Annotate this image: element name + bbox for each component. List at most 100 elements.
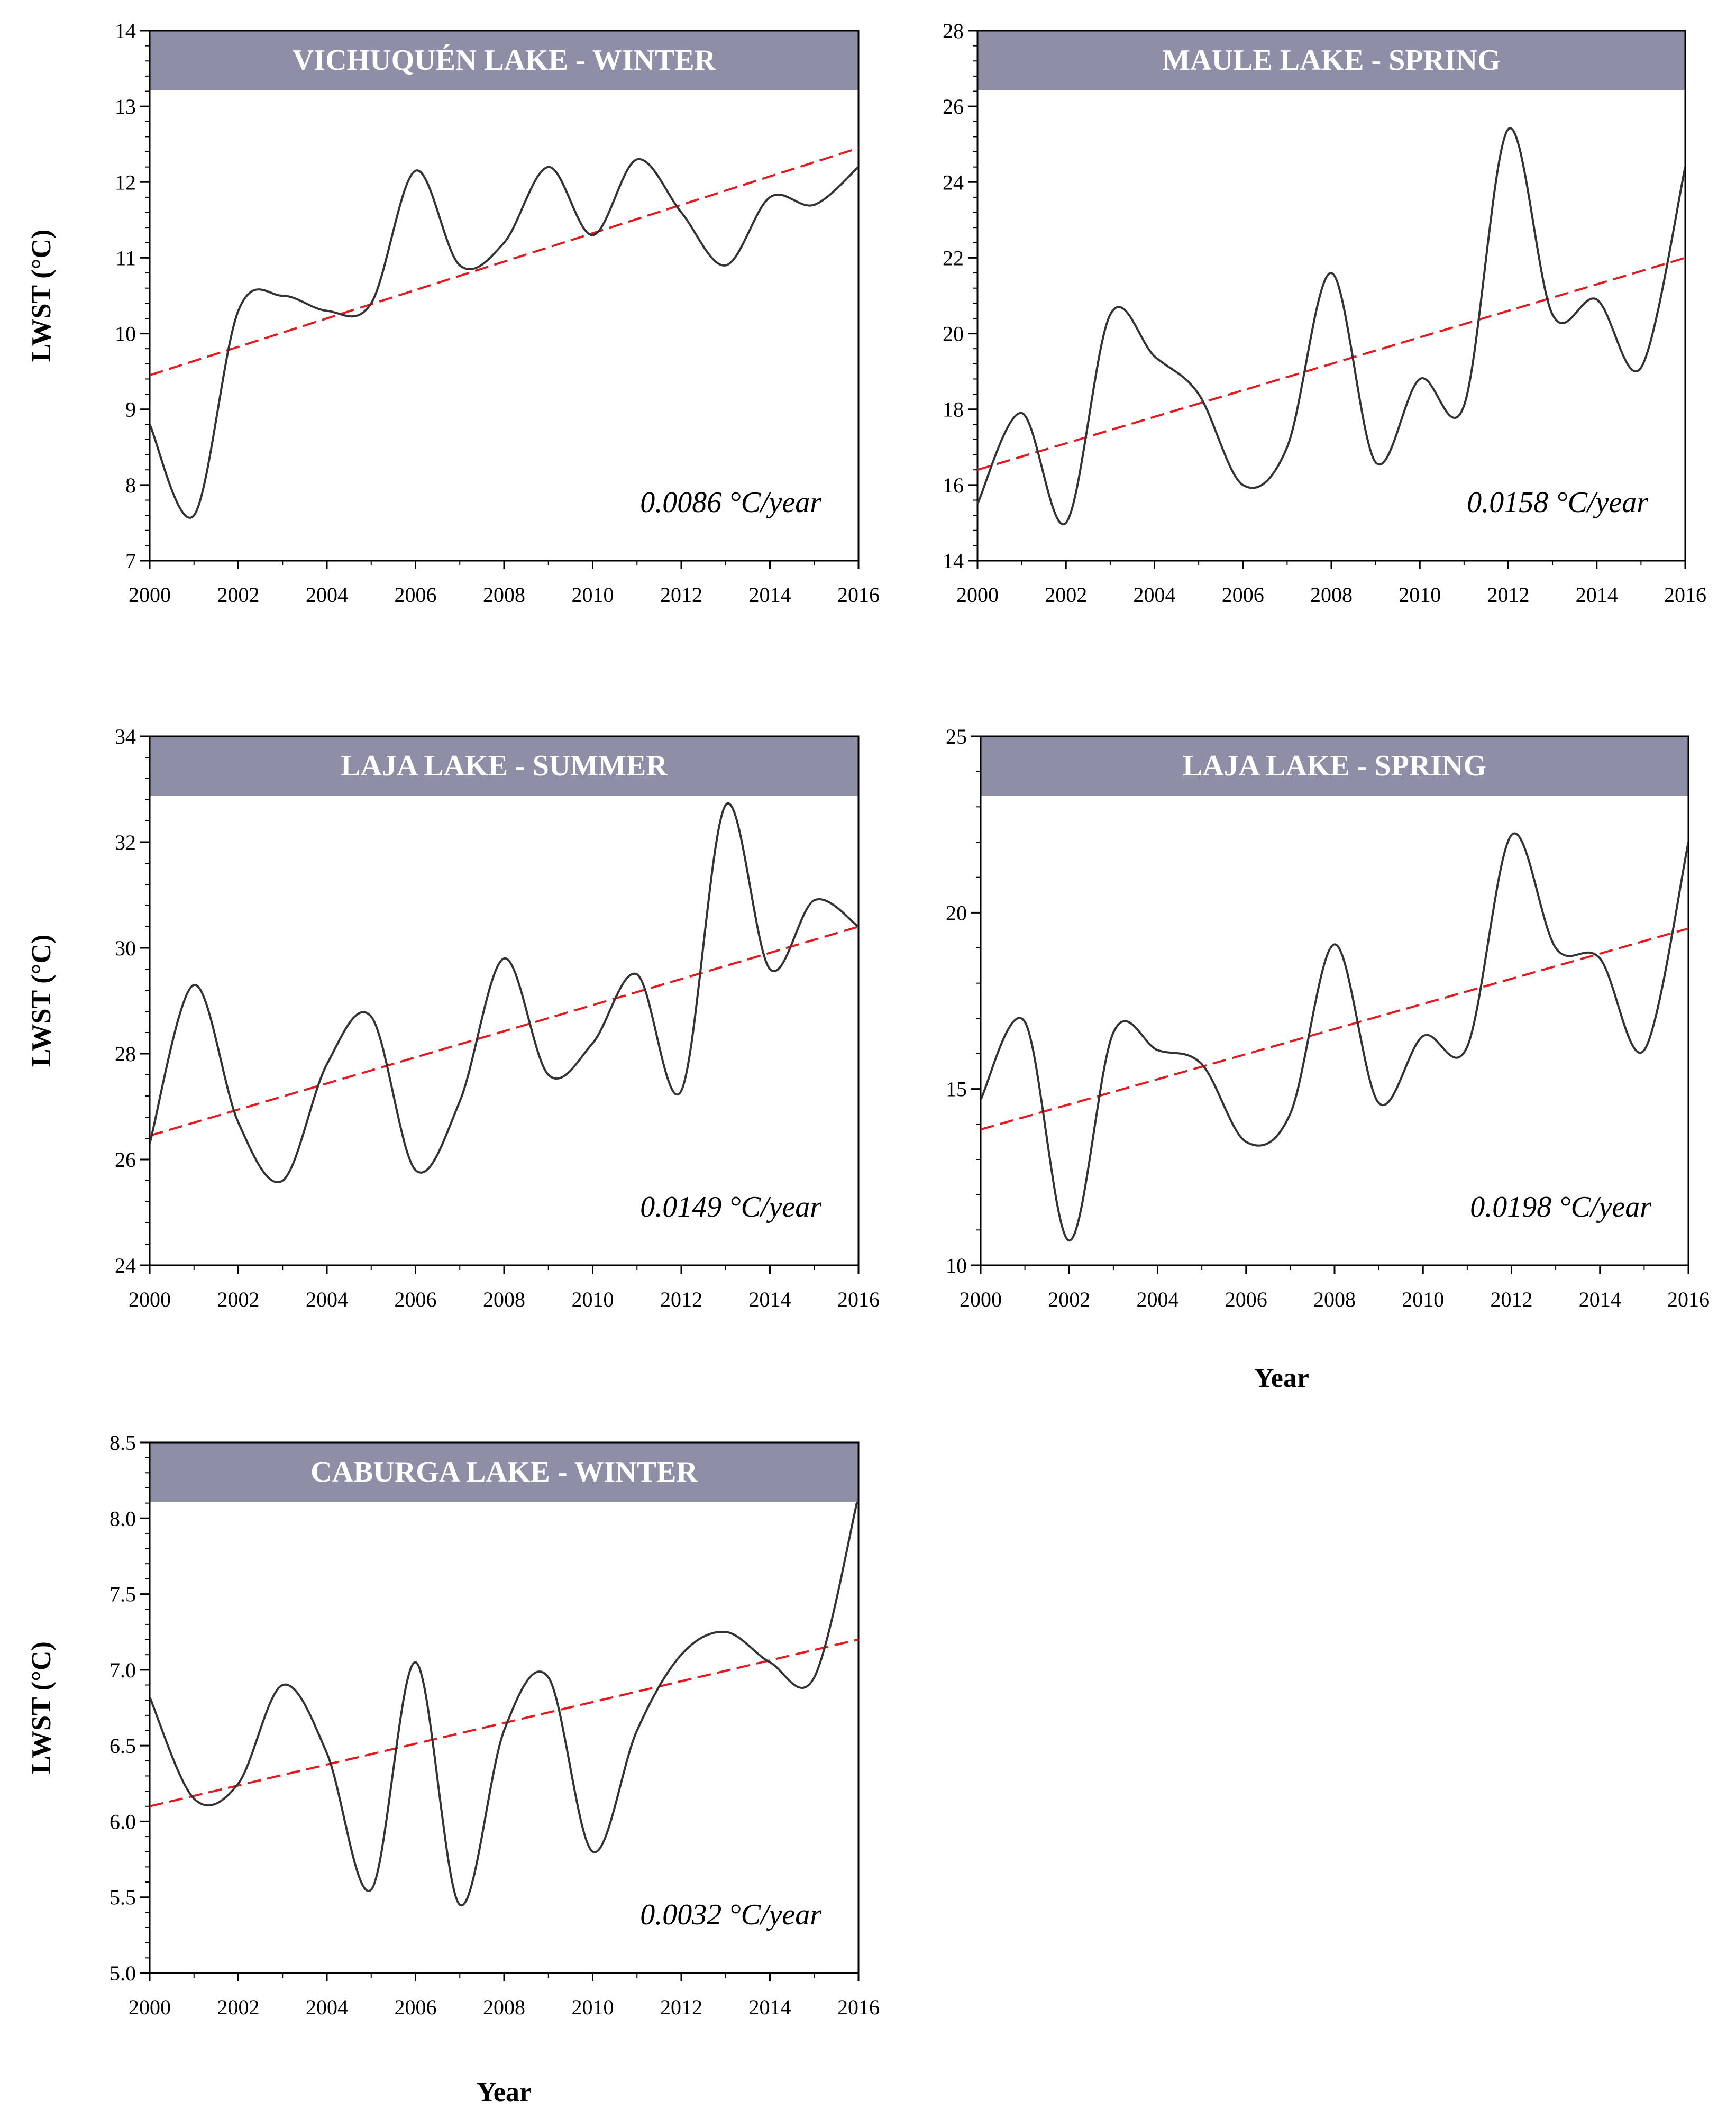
trend-rate-annotation: 0.0032 °C/year xyxy=(640,1898,821,1931)
x-tick-label: 2006 xyxy=(1225,1287,1267,1311)
x-tick-label: 2016 xyxy=(1667,1287,1710,1311)
x-tick-label: 2010 xyxy=(572,1995,614,2019)
x-tick-label: 2016 xyxy=(837,1287,880,1311)
x-tick-label: 2014 xyxy=(1576,583,1618,607)
x-tick-label: 2012 xyxy=(1487,583,1530,607)
x-tick-label: 2004 xyxy=(1134,583,1176,607)
series-line xyxy=(150,802,858,1183)
plot-frame xyxy=(149,1441,860,1974)
x-axis-title: Year xyxy=(477,2077,532,2107)
y-tick-label: 7 xyxy=(125,549,136,573)
x-tick-label: 2006 xyxy=(395,1995,437,2019)
y-tick-label: 32 xyxy=(115,830,136,854)
y-tick-label: 5.0 xyxy=(109,1961,136,1985)
x-tick-label: 2012 xyxy=(660,1287,702,1311)
trend-line xyxy=(977,257,1685,471)
series-line xyxy=(977,127,1685,526)
y-tick-label: 10 xyxy=(946,1254,967,1277)
chart-panel-5: CABURGA LAKE - WINTER 5.0 5.5 6.0 6.5 7.0 7.5 8… xyxy=(26,1431,880,2107)
x-tick-label: 2014 xyxy=(749,1287,791,1311)
y-tick-label: 15 xyxy=(946,1077,967,1101)
y-tick-label: 20 xyxy=(946,901,967,925)
panel-title: LAJA LAKE - SPRING xyxy=(1183,750,1486,782)
x-tick-label: 2010 xyxy=(1402,1287,1444,1311)
panel-title: CABURGA LAKE - WINTER xyxy=(310,1456,698,1488)
y-tick-label: 28 xyxy=(115,1042,136,1066)
y-tick-label: 11 xyxy=(115,246,136,270)
trend-line xyxy=(150,1638,858,1807)
y-tick-label: 10 xyxy=(115,322,136,346)
y-tick-label: 8.0 xyxy=(109,1506,136,1530)
y-tick-label: 28 xyxy=(943,19,964,43)
x-tick-label: 2002 xyxy=(217,1287,260,1311)
x-tick-label: 2008 xyxy=(483,1287,525,1311)
x-tick-label: 2014 xyxy=(1579,1287,1621,1311)
x-tick-label: 2016 xyxy=(1664,583,1706,607)
x-tick-label: 2006 xyxy=(1222,583,1264,607)
x-tick-label: 2002 xyxy=(217,583,260,607)
y-tick-label: 20 xyxy=(943,322,964,346)
y-tick-label: 24 xyxy=(943,170,964,194)
y-tick-label: 13 xyxy=(115,95,136,118)
x-tick-label: 2014 xyxy=(749,583,791,607)
x-tick-label: 2004 xyxy=(1137,1287,1179,1311)
chart-panel-3: LAJA LAKE - SUMMER 24 26 28 30 32 34 2000 2002 20… xyxy=(26,725,880,1311)
y-axis-title: LWST (°C) xyxy=(26,230,57,362)
y-axis-title: LWST (°C) xyxy=(26,1641,57,1774)
series-line xyxy=(150,158,858,519)
x-tick-label: 2014 xyxy=(749,1995,791,2019)
x-tick-label: 2006 xyxy=(395,583,437,607)
panel-title-band xyxy=(981,736,1688,796)
x-tick-label: 2012 xyxy=(660,1995,702,2019)
chart-panel-2: MAULE LAKE - SPRING 14 16 18 20 22 24 26 28 2000 2… xyxy=(943,19,1706,607)
x-tick-label: 2004 xyxy=(306,583,348,607)
y-tick-label: 8 xyxy=(125,473,136,497)
trend-rate-annotation: 0.0149 °C/year xyxy=(640,1191,821,1223)
x-tick-label: 2008 xyxy=(483,583,525,607)
x-tick-label: 2000 xyxy=(956,583,999,607)
x-axis-title: Year xyxy=(1254,1363,1309,1393)
y-tick-label: 5.5 xyxy=(109,1886,136,1910)
y-tick-label: 16 xyxy=(943,473,964,497)
y-tick-label: 24 xyxy=(115,1254,136,1277)
y-tick-label: 14 xyxy=(943,549,964,573)
y-tick-label: 7.0 xyxy=(109,1658,136,1682)
x-tick-label: 2006 xyxy=(395,1287,437,1311)
trend-rate-annotation: 0.0086 °C/year xyxy=(640,486,821,519)
x-tick-label: 2002 xyxy=(217,1995,260,2019)
x-tick-label: 2000 xyxy=(129,1287,171,1311)
trend-rate-annotation: 0.0158 °C/year xyxy=(1467,486,1648,519)
y-tick-label: 30 xyxy=(115,936,136,960)
panel-title-band xyxy=(150,736,858,796)
plot-frame xyxy=(149,735,860,1266)
y-tick-label: 12 xyxy=(115,170,136,194)
plot-frame xyxy=(980,735,1689,1266)
panel-title: VICHUQUÉN LAKE - WINTER xyxy=(293,44,716,77)
trend-line xyxy=(150,147,858,377)
x-tick-label: 2016 xyxy=(837,1995,880,2019)
y-tick-label: 18 xyxy=(943,398,964,422)
x-tick-label: 2012 xyxy=(660,583,702,607)
y-tick-label: 6.0 xyxy=(109,1810,136,1833)
x-tick-label: 2012 xyxy=(1491,1287,1533,1311)
y-tick-label: 22 xyxy=(943,246,964,270)
chart-panel-1: VICHUQUÉN LAKE - WINTER 7 8 9 10 11 12 13 14 2000… xyxy=(26,19,880,607)
panel-title-band xyxy=(977,31,1685,90)
y-tick-label: 9 xyxy=(125,398,136,422)
x-tick-label: 2004 xyxy=(306,1287,348,1311)
plot-frame xyxy=(976,30,1686,562)
trend-line xyxy=(150,926,858,1137)
y-tick-label: 14 xyxy=(115,19,136,43)
x-tick-label: 2000 xyxy=(129,583,171,607)
panel-title-band xyxy=(150,1442,858,1502)
y-tick-label: 7.5 xyxy=(109,1583,136,1606)
y-tick-label: 26 xyxy=(943,95,964,118)
trend-line xyxy=(981,927,1688,1131)
y-axis-title: LWST (°C) xyxy=(26,935,57,1067)
x-tick-label: 2008 xyxy=(1313,1287,1356,1311)
x-tick-label: 2008 xyxy=(483,1995,525,2019)
y-tick-label: 26 xyxy=(115,1148,136,1172)
y-tick-label: 34 xyxy=(115,725,136,748)
x-tick-label: 2002 xyxy=(1048,1287,1090,1311)
